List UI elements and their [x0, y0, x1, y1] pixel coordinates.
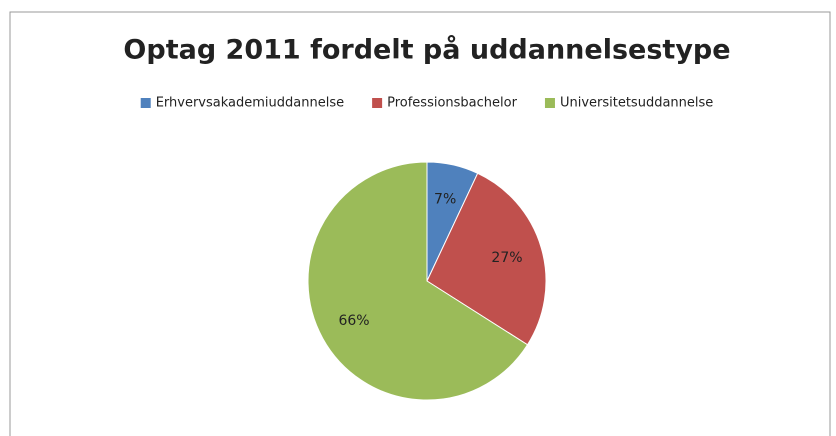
data-label: 7% — [434, 192, 456, 208]
legend-label: Erhvervsakademiuddannelse — [156, 96, 344, 111]
chart-title: Optag 2011 fordelt på uddannelsestype — [123, 34, 730, 66]
legend-label: Universitetsuddannelse — [560, 96, 713, 111]
legend-swatch — [372, 98, 383, 108]
legend-swatch — [544, 98, 555, 108]
legend-label: Professionsbachelor — [387, 96, 517, 111]
pie-slice — [426, 172, 547, 346]
data-label: 27% — [491, 250, 522, 266]
pie-slice — [307, 161, 529, 401]
legend-swatch — [140, 98, 151, 108]
data-label: 66% — [338, 313, 369, 329]
chart-border — [9, 11, 831, 436]
